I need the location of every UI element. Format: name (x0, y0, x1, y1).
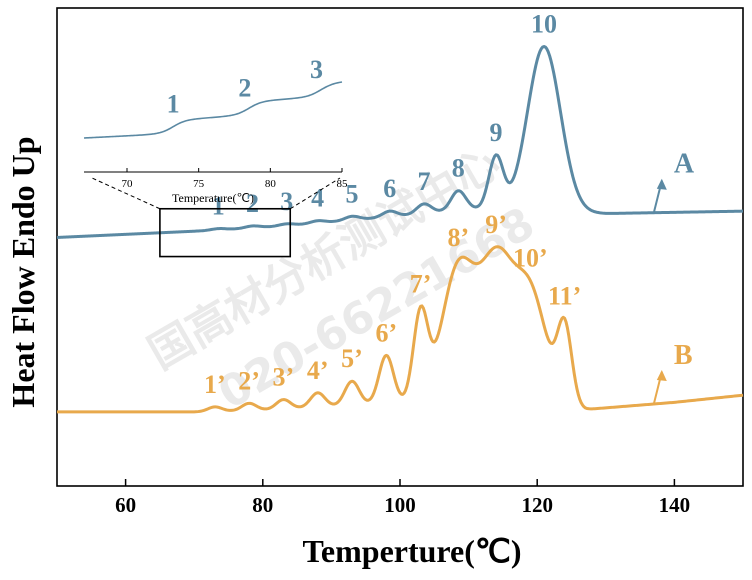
peak-label: 5 (345, 179, 358, 208)
peak-label: 8 (452, 154, 465, 183)
inset-tick-label: 80 (265, 178, 277, 190)
inset-tick-label: 75 (193, 178, 205, 190)
peak-label: 10 (531, 9, 557, 38)
peak-label: 4 (311, 184, 324, 213)
peak-label: 3’ (273, 363, 295, 392)
peak-label: 9 (490, 118, 503, 147)
zoom-connector-right (289, 177, 341, 210)
inset-tick-label: 85 (337, 178, 349, 190)
peak-label: 7 (418, 167, 431, 196)
x-axis-ticks: 60 80 100 120 140 (115, 479, 690, 517)
y-axis-title: Heat Flow Endo Up (5, 136, 41, 407)
peak-label: 2’ (238, 366, 260, 395)
inset-series-line (83, 81, 343, 139)
inset-peak-label: 1 (167, 89, 180, 118)
series-layer (56, 44, 744, 414)
zoom-connector-left (91, 177, 161, 210)
x-tick-label: 60 (115, 493, 136, 517)
series-A-arrowhead (656, 178, 667, 190)
series-A-label: A (674, 149, 695, 180)
series-B-arrowhead (656, 370, 667, 382)
x-tick-label: 80 (252, 493, 273, 517)
peak-label: 2 (246, 189, 259, 218)
peak-label: 6 (383, 174, 396, 203)
peak-label: 8’ (447, 223, 469, 252)
zoom-region-box (159, 207, 292, 258)
peak-label: 6’ (375, 318, 397, 347)
peak-label: 7’ (410, 269, 432, 298)
series-B-label: B (674, 340, 693, 371)
series-A-line (56, 44, 744, 239)
inset-x-axis-title: Temperature(℃) (172, 191, 254, 205)
inset-peak-label: 3 (310, 55, 323, 84)
x-tick-label: 140 (659, 493, 691, 517)
x-axis-title: Temperture(℃) (303, 533, 522, 569)
peak-label: 3 (280, 187, 293, 216)
x-tick-label: 120 (521, 493, 553, 517)
peak-label: 5’ (341, 344, 363, 373)
peak-label: 4’ (307, 356, 329, 385)
peak-label: 1 (212, 192, 225, 221)
x-tick-label: 100 (384, 493, 416, 517)
peak-label: 1’ (204, 370, 226, 399)
inset-tick-label: 70 (122, 178, 134, 190)
series-B-line (56, 245, 744, 414)
peak-label: 10’ (513, 244, 548, 273)
peak-label: 9’ (485, 210, 507, 239)
peak-label: 11’ (548, 281, 581, 310)
inset-peak-label: 2 (238, 73, 251, 102)
